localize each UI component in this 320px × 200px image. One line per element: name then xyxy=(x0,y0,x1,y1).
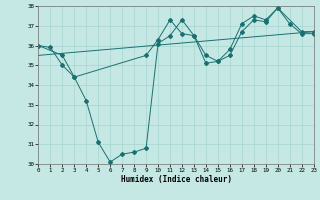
X-axis label: Humidex (Indice chaleur): Humidex (Indice chaleur) xyxy=(121,175,231,184)
